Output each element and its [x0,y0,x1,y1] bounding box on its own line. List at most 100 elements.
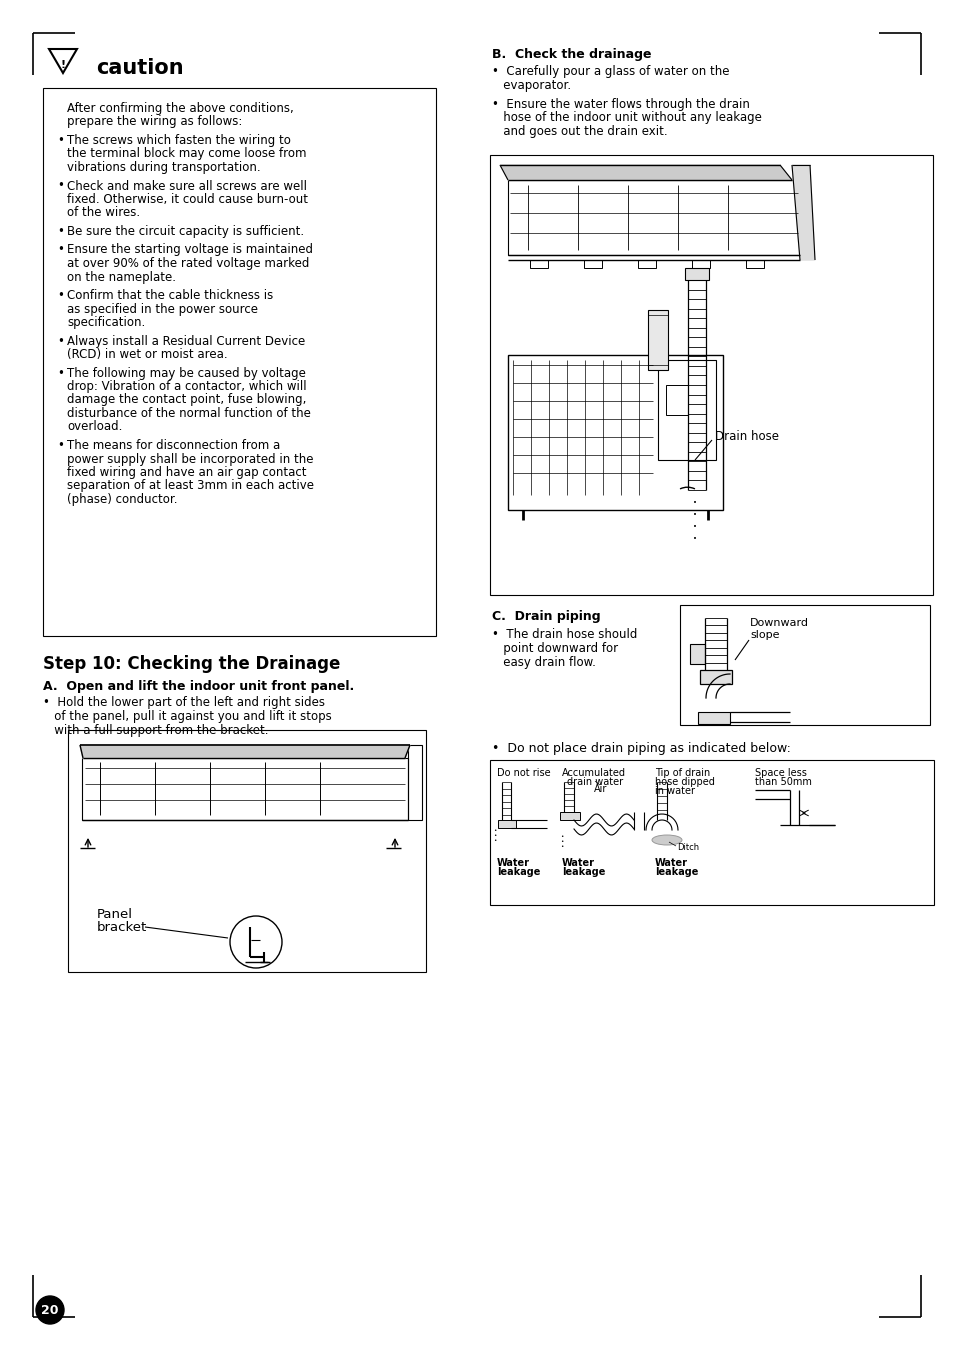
Text: •: • [559,834,563,838]
Bar [559,811,579,819]
Text: •: • [57,180,64,193]
Text: •  Do not place drain piping as indicated below:: • Do not place drain piping as indicated… [492,743,790,755]
Text: A.  Open and lift the indoor unit front panel.: A. Open and lift the indoor unit front p… [43,680,354,693]
Bar [507,180,800,255]
Text: After confirming the above conditions,: After confirming the above conditions, [67,103,294,115]
Bar [490,760,933,905]
Polygon shape [499,165,791,180]
Text: the terminal block may come loose from: the terminal block may come loose from [67,147,306,161]
Text: drop: Vibration of a contactor, which will: drop: Vibration of a contactor, which wi… [67,379,306,393]
Text: Accumulated: Accumulated [561,768,625,778]
Bar [665,385,687,414]
Text: •: • [692,512,697,518]
Text: overload.: overload. [67,420,122,433]
Text: Tip of drain: Tip of drain [655,768,709,778]
Polygon shape [80,745,410,757]
Text: Drain hose: Drain hose [714,431,779,443]
Text: 20: 20 [41,1304,59,1316]
Text: Ensure the starting voltage is maintained: Ensure the starting voltage is maintaine… [67,243,313,256]
Text: leakage: leakage [655,867,698,878]
Text: hose dipped: hose dipped [655,778,714,787]
Text: specification.: specification. [67,316,145,329]
Text: The means for disconnection from a: The means for disconnection from a [67,439,280,452]
Text: point downward for: point downward for [492,643,618,655]
Text: Downward: Downward [749,618,808,628]
Text: Water: Water [655,859,687,868]
Text: as specified in the power source: as specified in the power source [67,302,257,316]
Text: evaporator.: evaporator. [492,78,571,92]
Text: vibrations during transportation.: vibrations during transportation. [67,161,260,174]
Bar [68,730,426,972]
Circle shape [36,1296,64,1324]
Text: The following may be caused by voltage: The following may be caused by voltage [67,366,306,379]
Text: •: • [57,134,64,147]
Text: damage the contact point, fuse blowing,: damage the contact point, fuse blowing, [67,393,306,406]
Text: of the wires.: of the wires. [67,207,140,220]
Text: of the panel, pull it against you and lift it stops: of the panel, pull it against you and li… [43,710,332,724]
Text: (RCD) in wet or moist area.: (RCD) in wet or moist area. [67,348,228,360]
Bar [684,269,708,279]
Text: •  Carefully pour a glass of water on the: • Carefully pour a glass of water on the [492,65,729,78]
Text: •  Hold the lower part of the left and right sides: • Hold the lower part of the left and ri… [43,697,325,709]
Bar [638,261,656,269]
Text: Confirm that the cable thickness is: Confirm that the cable thickness is [67,289,273,302]
Text: power supply shall be incorporated in the: power supply shall be incorporated in th… [67,452,314,466]
Text: Check and make sure all screws are well: Check and make sure all screws are well [67,180,307,193]
Bar [530,261,547,269]
Bar [82,757,408,819]
Text: •: • [57,289,64,302]
Bar [679,605,929,725]
Bar [689,644,704,664]
Bar [490,155,932,595]
Text: Panel: Panel [97,909,132,921]
Text: slope: slope [749,630,779,640]
Text: leakage: leakage [497,867,539,878]
Text: prepare the wiring as follows:: prepare the wiring as follows: [67,116,242,128]
Text: drain water: drain water [566,778,622,787]
Text: Do not rise: Do not rise [497,768,550,778]
Text: and goes out the drain exit.: and goes out the drain exit. [492,126,667,138]
Bar [583,261,601,269]
Bar [408,745,421,819]
Text: disturbance of the normal function of the: disturbance of the normal function of th… [67,406,311,420]
Bar [507,355,722,510]
Text: fixed wiring and have an air gap contact: fixed wiring and have an air gap contact [67,466,306,479]
Text: Air: Air [594,784,607,794]
Text: •: • [692,536,697,541]
Text: caution: caution [96,58,183,78]
Text: than 50mm: than 50mm [754,778,811,787]
Text: •: • [57,243,64,256]
Bar [691,261,709,269]
Bar [647,310,667,370]
Text: Be sure the circuit capacity is sufficient.: Be sure the circuit capacity is sufficie… [67,225,304,238]
Text: !: ! [60,59,66,70]
Text: •: • [57,335,64,347]
Text: The screws which fasten the wiring to: The screws which fasten the wiring to [67,134,291,147]
Text: in water: in water [655,786,695,796]
Text: leakage: leakage [561,867,605,878]
Text: •: • [57,225,64,238]
Text: •: • [559,844,563,849]
Text: separation of at least 3mm in each active: separation of at least 3mm in each activ… [67,479,314,493]
Polygon shape [791,165,814,261]
Ellipse shape [651,836,681,845]
Text: bracket: bracket [97,921,147,934]
Text: •: • [493,838,497,842]
Text: Ditch: Ditch [677,842,699,852]
Circle shape [230,917,282,968]
Text: at over 90% of the rated voltage marked: at over 90% of the rated voltage marked [67,256,309,270]
Text: •: • [559,838,563,844]
Bar [745,261,763,269]
Bar [497,819,516,828]
Bar [43,88,436,636]
Text: Always install a Residual Current Device: Always install a Residual Current Device [67,335,305,347]
Text: •: • [692,500,697,506]
Bar [698,711,729,724]
Text: C.  Drain piping: C. Drain piping [492,610,600,622]
Text: •  Ensure the water flows through the drain: • Ensure the water flows through the dra… [492,99,749,111]
Text: •: • [493,833,497,838]
Text: •: • [493,828,497,833]
Text: •: • [692,524,697,531]
Bar [700,670,731,684]
Text: on the nameplate.: on the nameplate. [67,270,175,284]
